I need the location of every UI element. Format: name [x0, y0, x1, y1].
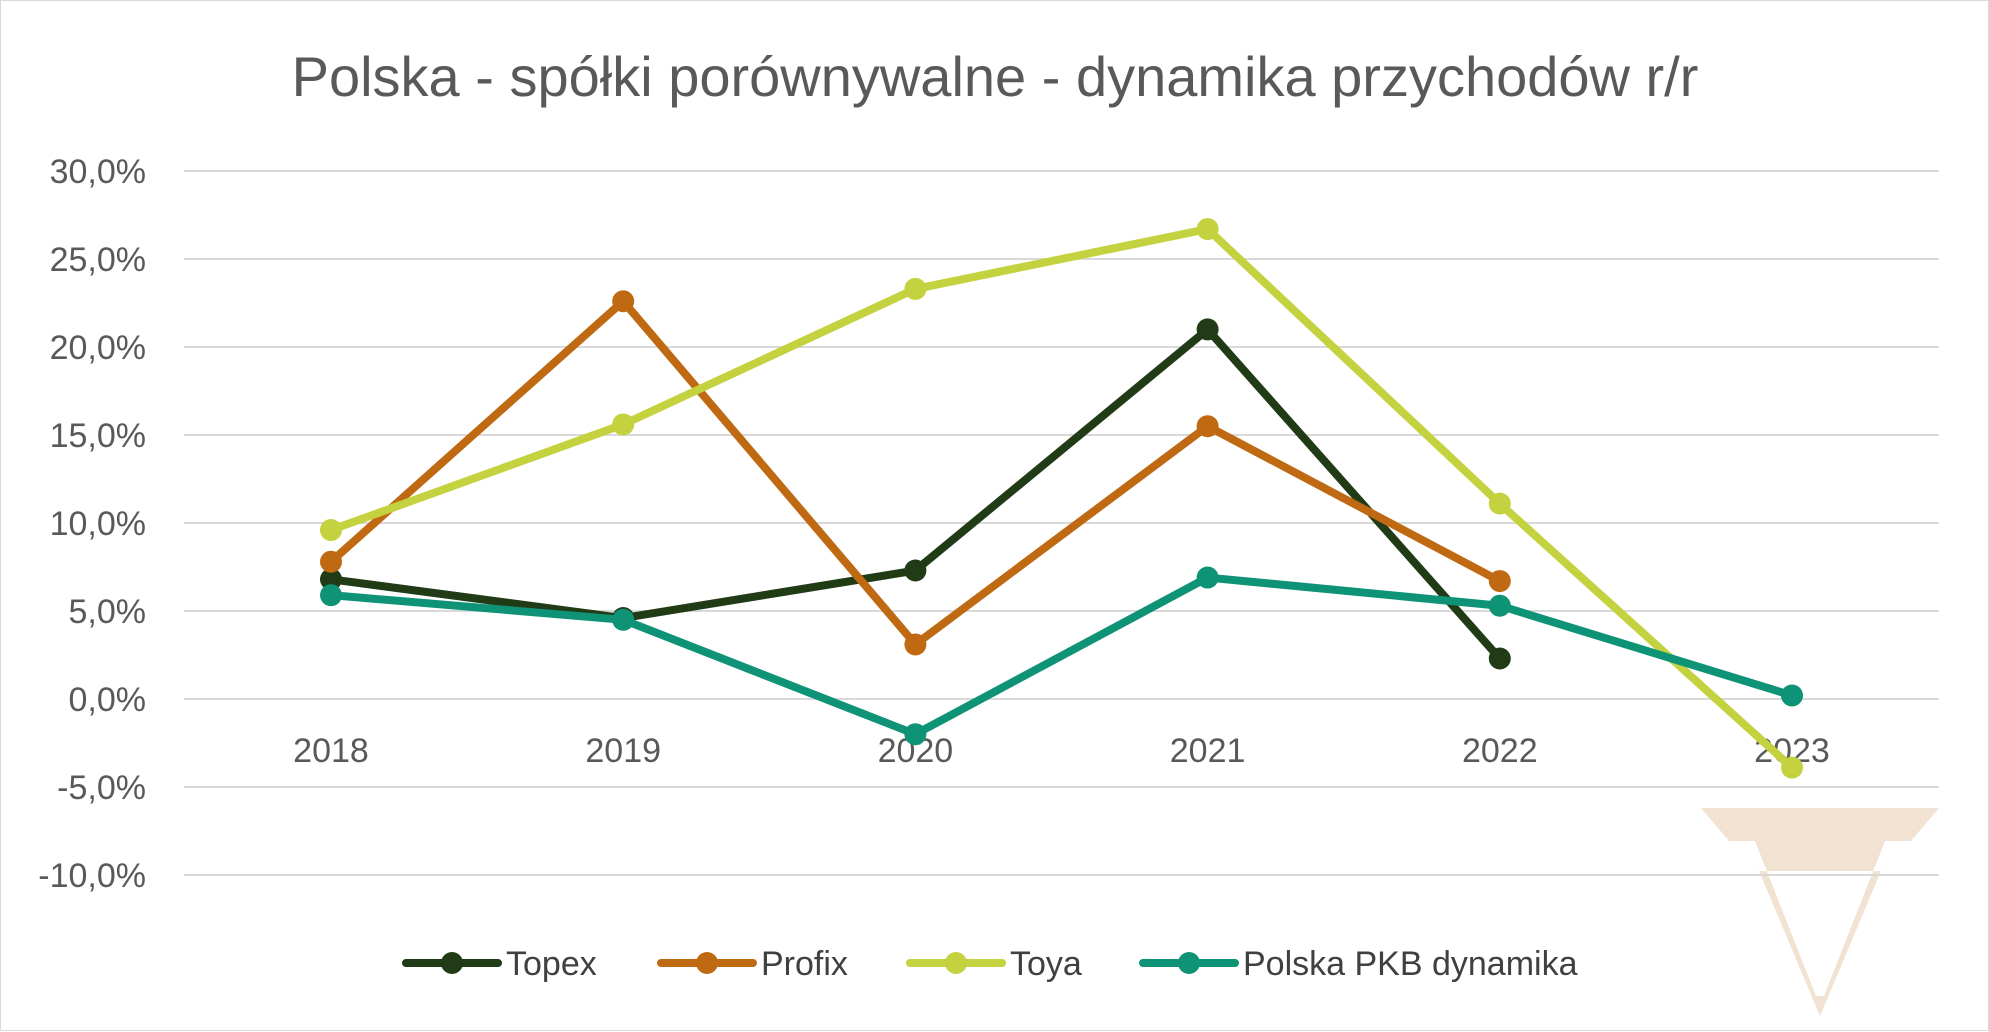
series-toya	[320, 218, 1803, 779]
data-point	[904, 633, 927, 656]
series-lines	[320, 218, 1803, 779]
y-tick-label: 5,0%	[69, 593, 147, 631]
data-point	[1196, 218, 1219, 241]
y-tick-label: 15,0%	[50, 417, 146, 455]
legend-label: Profix	[761, 945, 848, 983]
gridlines	[184, 170, 1939, 876]
legend-label: Toya	[1010, 945, 1082, 983]
x-tick-label: 2018	[293, 732, 369, 770]
data-point	[904, 559, 927, 582]
y-tick-label: -10,0%	[38, 857, 146, 895]
series-line	[327, 573, 1796, 739]
y-tick-label: 25,0%	[50, 241, 146, 279]
watermark-logo-shape	[1701, 808, 1939, 1016]
x-axis-tick-labels: 2018 2019 2020 2021 2022 2023	[293, 732, 1830, 770]
data-point	[612, 608, 635, 631]
x-tick-label: 2022	[1462, 732, 1538, 770]
data-point	[320, 550, 342, 573]
data-point	[1488, 594, 1511, 617]
data-point	[1488, 647, 1511, 670]
y-tick-label: -5,0%	[57, 769, 146, 807]
chart-title: Polska - spółki porównywalne - dynamika …	[292, 45, 1699, 108]
data-point	[1781, 756, 1803, 779]
legend-item: Toya	[906, 945, 1082, 983]
data-point	[612, 290, 635, 313]
legend-item: Polska PKB dynamika	[1139, 945, 1578, 983]
legend-label: Polska PKB dynamika	[1243, 945, 1578, 983]
data-point	[320, 584, 342, 607]
y-tick-label: 0,0%	[69, 681, 147, 719]
legend-item: Topex	[402, 945, 597, 983]
data-point	[1488, 492, 1511, 515]
data-point	[320, 568, 342, 591]
series-profix	[320, 290, 1511, 656]
series-line	[327, 297, 1504, 649]
watermark-logo	[1701, 808, 1939, 1016]
y-tick-label: 30,0%	[50, 153, 146, 191]
data-point	[904, 723, 927, 746]
y-axis-tick-labels: 30,0% 25,0% 20,0% 15,0% 10,0% 5,0% 0,0% -5,0% -1…	[38, 153, 146, 895]
legend: Topex Profix Toya Polska PKB dynamika	[402, 945, 1578, 983]
data-point	[1488, 570, 1511, 593]
y-tick-label: 20,0%	[50, 329, 146, 367]
legend-swatch-marker	[441, 952, 463, 974]
data-point	[1196, 566, 1219, 589]
legend-swatch-marker	[1178, 952, 1200, 974]
data-point	[1196, 415, 1219, 438]
y-tick-label: 10,0%	[50, 505, 146, 543]
legend-label: Topex	[506, 945, 597, 983]
x-tick-label: 2019	[585, 732, 661, 770]
data-point	[1781, 684, 1803, 707]
x-tick-label: 2021	[1170, 732, 1246, 770]
data-point	[320, 519, 342, 542]
series-line	[327, 225, 1796, 772]
data-point	[1196, 318, 1219, 341]
legend-swatch-marker	[696, 952, 718, 974]
series-polska-pkb-dynamika	[320, 566, 1803, 746]
legend-item: Profix	[657, 945, 848, 983]
data-point	[904, 277, 927, 300]
legend-swatch-marker	[945, 952, 967, 974]
data-point	[612, 413, 635, 436]
